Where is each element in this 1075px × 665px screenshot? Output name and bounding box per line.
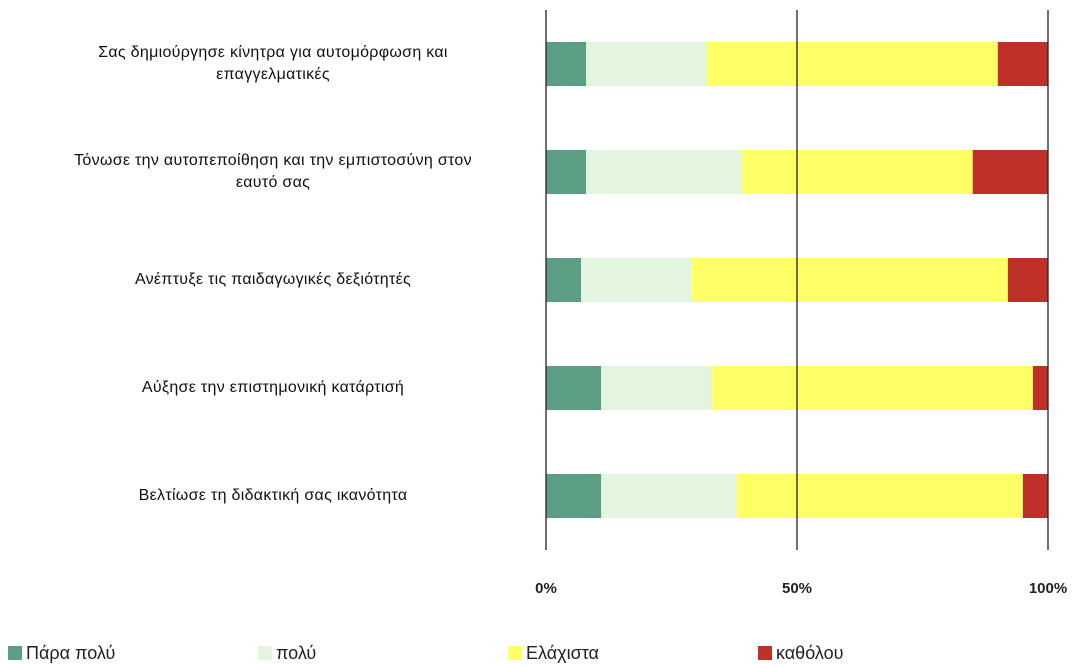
bar-segment	[972, 150, 1048, 194]
bar-segment	[601, 366, 712, 410]
bar-segment	[546, 366, 602, 410]
bar-segment	[546, 258, 582, 302]
bar-segment	[601, 474, 737, 518]
legend-swatch	[758, 646, 772, 660]
category-label: Βελτίωσε τη διδακτική σας ικανότητα	[138, 487, 408, 504]
bar-segment	[586, 150, 742, 194]
legend-label: πολύ	[276, 643, 316, 663]
legend-label: Πάρα πολύ	[26, 643, 115, 663]
bar-segment	[741, 150, 973, 194]
bar-segment	[1032, 366, 1048, 410]
bar-segment	[706, 42, 998, 86]
bar-segment	[1007, 258, 1048, 302]
legend-swatch	[258, 646, 272, 660]
bar-segment	[1022, 474, 1048, 518]
legend-swatch	[8, 646, 22, 660]
legend-label: καθόλου	[776, 643, 843, 663]
bar-segment	[711, 366, 1033, 410]
bar-segment	[546, 42, 587, 86]
legend-label: Ελάχιστα	[526, 643, 599, 663]
bar-segment	[546, 150, 587, 194]
category-label: Αύξησε την επιστημονική κατάρτισή	[141, 379, 405, 396]
x-tick-label: 0%	[535, 580, 557, 597]
bar-segment	[691, 258, 1008, 302]
bar-segment	[581, 258, 692, 302]
category-label: Σας δημιούργησε κίνητρα για αυτομόρφωση …	[98, 44, 448, 83]
x-tick-label: 50%	[782, 580, 812, 597]
bar-segment	[997, 42, 1048, 86]
legend-swatch	[508, 646, 522, 660]
bar-segment	[546, 474, 602, 518]
x-tick-label: 100%	[1029, 580, 1067, 597]
bar-segment	[586, 42, 707, 86]
bar-segment	[736, 474, 1023, 518]
category-label: Ανέπτυξε τις παιδαγωγικές δεξιότητές	[134, 271, 412, 288]
category-label: Τόνωσε την αυτοπεποίθηση και την εμπιστο…	[74, 152, 472, 191]
